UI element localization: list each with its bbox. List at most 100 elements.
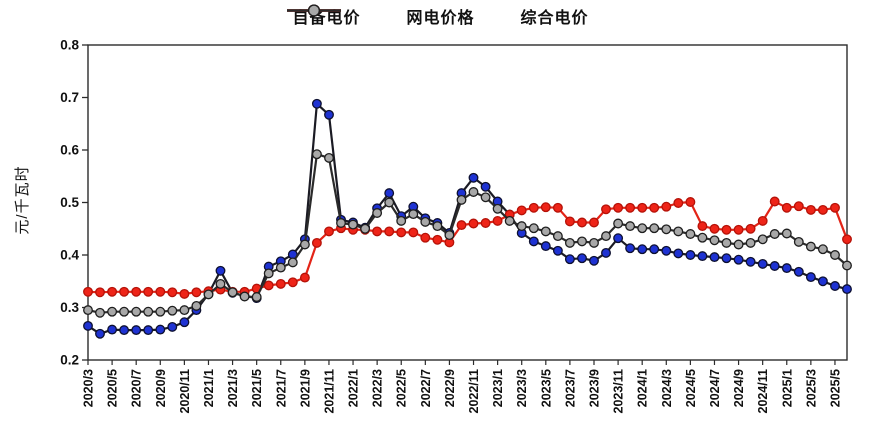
- data-point: [709, 223, 720, 234]
- data-point: [805, 272, 816, 283]
- y-tick-label: 0.3: [60, 300, 79, 315]
- data-point: [661, 245, 672, 256]
- data-point: [516, 221, 527, 232]
- data-point: [492, 215, 503, 226]
- data-point: [480, 192, 491, 203]
- data-point: [769, 196, 780, 207]
- data-point: [733, 239, 744, 250]
- series-grid-price: [83, 196, 852, 299]
- data-point: [805, 241, 816, 252]
- data-point: [324, 226, 334, 237]
- data-point: [203, 289, 214, 300]
- legend-item-composite-price: 综合电价: [286, 4, 589, 28]
- data-point: [552, 202, 563, 213]
- chart-legend: 自备电价 网电价格 综合电价: [286, 4, 588, 28]
- data-point: [239, 291, 250, 302]
- data-point: [781, 202, 792, 213]
- data-point: [577, 253, 587, 264]
- data-point: [480, 181, 491, 192]
- data-point: [396, 227, 407, 238]
- data-point: [179, 305, 190, 316]
- data-point: [709, 252, 720, 263]
- data-point: [540, 202, 551, 213]
- data-point: [528, 236, 539, 247]
- data-point: [107, 286, 118, 297]
- series-line-composite-price: [87, 153, 848, 314]
- data-point: [757, 234, 768, 245]
- y-tick-label: 0.6: [60, 143, 79, 158]
- data-point: [131, 306, 142, 317]
- data-point: [287, 277, 298, 288]
- data-point: [396, 215, 407, 226]
- legend-label: 综合电价: [520, 10, 589, 27]
- x-tick-label: 2024/1: [636, 369, 650, 407]
- data-point: [564, 216, 575, 227]
- data-point: [757, 258, 768, 269]
- data-point: [781, 228, 792, 239]
- data-point: [673, 198, 684, 208]
- data-point: [613, 202, 624, 213]
- data-point: [709, 235, 720, 246]
- data-point: [456, 194, 467, 205]
- x-tick-label: 2020/9: [154, 369, 168, 407]
- data-point: [372, 226, 383, 237]
- data-point: [167, 287, 178, 298]
- data-point: [384, 188, 395, 199]
- y-tick-label: 0.8: [60, 38, 79, 53]
- data-point: [673, 248, 684, 259]
- data-point: [805, 204, 816, 215]
- data-point: [625, 221, 636, 232]
- data-point: [360, 223, 371, 234]
- data-point: [769, 261, 780, 271]
- data-point: [793, 236, 804, 247]
- data-point: [191, 287, 202, 298]
- data-point: [251, 292, 262, 302]
- data-point: [601, 247, 611, 258]
- data-point: [336, 218, 346, 228]
- data-point: [95, 287, 105, 298]
- data-point: [95, 307, 105, 318]
- y-axis: 0.2 0.3 0.4 0.5 0.6 0.7 0.8: [60, 38, 88, 368]
- x-tick-label: 2023/3: [515, 369, 529, 407]
- data-point: [311, 98, 322, 109]
- data-point: [745, 256, 756, 267]
- y-tick-label: 0.7: [60, 90, 79, 105]
- x-tick-label: 2024/11: [756, 369, 770, 414]
- y-axis-title: 元/千瓦时: [14, 165, 31, 235]
- data-point: [83, 320, 93, 331]
- data-point: [384, 226, 395, 237]
- data-point: [649, 244, 660, 255]
- data-point: [721, 224, 732, 235]
- data-point: [552, 231, 563, 242]
- data-point: [143, 286, 154, 297]
- data-point: [311, 237, 322, 248]
- x-tick-label: 2022/9: [443, 369, 457, 407]
- data-point: [625, 202, 636, 213]
- series-composite-price: [83, 149, 852, 318]
- data-point: [263, 268, 274, 279]
- x-tick-label: 2023/11: [612, 369, 626, 414]
- data-point: [577, 236, 587, 247]
- data-point: [793, 266, 804, 277]
- data-point: [793, 201, 804, 212]
- data-point: [649, 223, 660, 234]
- data-point: [661, 201, 672, 212]
- data-point: [589, 255, 599, 266]
- data-point: [287, 257, 298, 268]
- data-point: [577, 217, 587, 228]
- x-tick-label: 2021/11: [322, 369, 336, 414]
- y-tick-label: 0.4: [60, 248, 79, 263]
- data-point: [215, 278, 226, 289]
- y-tick-label: 0.2: [60, 353, 79, 368]
- data-point: [131, 325, 142, 336]
- x-tick-label: 2024/5: [684, 369, 698, 407]
- x-tick-label: 2021/1: [202, 369, 216, 407]
- data-point: [456, 220, 467, 231]
- data-point: [685, 229, 696, 239]
- x-tick-label: 2024/9: [732, 369, 746, 407]
- data-point: [842, 284, 852, 295]
- data-point: [143, 306, 154, 317]
- data-point: [95, 328, 105, 339]
- data-point: [697, 232, 708, 243]
